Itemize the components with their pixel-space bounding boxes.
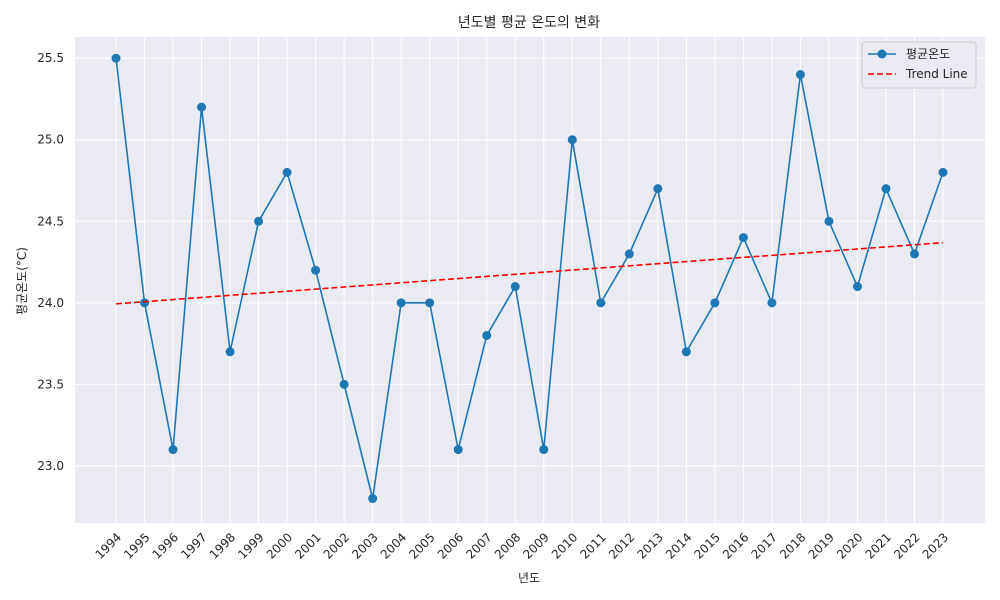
legend-label-series-1: 평균온도 bbox=[906, 47, 950, 61]
data-point bbox=[197, 102, 207, 112]
x-axis-label: 년도 bbox=[518, 571, 540, 585]
y-tick-labels: 23.0 23.5 24.0 24.5 25.0 25.5 bbox=[37, 51, 64, 473]
data-point bbox=[738, 233, 748, 243]
data-point bbox=[567, 135, 577, 145]
data-point bbox=[824, 216, 834, 226]
data-point bbox=[510, 282, 520, 292]
data-point bbox=[795, 70, 805, 80]
data-point bbox=[168, 445, 178, 455]
x-tick-label: 1999 bbox=[235, 530, 266, 561]
y-tick-label: 25.5 bbox=[37, 51, 64, 65]
data-point bbox=[767, 298, 777, 308]
x-tick-label: 1997 bbox=[178, 530, 209, 561]
x-tick-label: 2018 bbox=[777, 530, 808, 561]
data-point bbox=[482, 330, 492, 340]
x-tick-label: 2011 bbox=[577, 530, 608, 561]
series-line-1 bbox=[115, 58, 944, 499]
y-tick-label: 24.5 bbox=[37, 214, 64, 228]
x-tick-label: 2021 bbox=[863, 530, 894, 561]
legend: 평균온도 Trend Line bbox=[861, 41, 977, 89]
x-tick-label: 1995 bbox=[121, 530, 152, 561]
data-point bbox=[368, 494, 378, 504]
data-point bbox=[539, 445, 549, 455]
x-tick-label: 2009 bbox=[520, 530, 551, 561]
x-tick-label: 2002 bbox=[321, 530, 352, 561]
x-tick-label: 2004 bbox=[378, 530, 409, 561]
data-point bbox=[453, 445, 463, 455]
x-tick-label: 2003 bbox=[349, 530, 380, 561]
x-tick-label: 2006 bbox=[435, 530, 466, 561]
x-tick-label: 2023 bbox=[920, 530, 951, 561]
legend-label-series-2: Trend Line bbox=[905, 67, 968, 81]
data-point bbox=[396, 298, 406, 308]
x-tick-label: 2012 bbox=[606, 530, 637, 561]
x-tick-label: 2000 bbox=[264, 530, 295, 561]
data-point bbox=[938, 167, 948, 177]
data-point bbox=[653, 184, 663, 194]
data-point bbox=[909, 249, 919, 259]
data-point bbox=[225, 347, 235, 357]
x-tick-label: 2022 bbox=[891, 530, 922, 561]
x-tick-label: 2017 bbox=[749, 530, 780, 561]
x-tick-label: 2015 bbox=[691, 530, 722, 561]
x-tick-label: 2014 bbox=[663, 530, 694, 561]
y-tick-label: 23.5 bbox=[37, 377, 64, 391]
x-tick-label: 2020 bbox=[834, 530, 865, 561]
series-line-2 bbox=[115, 241, 944, 305]
data-point bbox=[425, 298, 435, 308]
legend-marker-series-1 bbox=[877, 49, 887, 59]
x-tick-label: 2013 bbox=[634, 530, 665, 561]
data-point bbox=[282, 167, 292, 177]
x-tick-label: 1996 bbox=[150, 530, 181, 561]
x-tick-label: 2007 bbox=[463, 530, 494, 561]
data-point bbox=[710, 298, 720, 308]
x-tick-label: 2010 bbox=[549, 530, 580, 561]
x-tick-label: 1998 bbox=[207, 530, 238, 561]
x-tick-label: 2019 bbox=[806, 530, 837, 561]
x-tick-label: 1994 bbox=[93, 530, 124, 561]
x-tick-label: 2005 bbox=[406, 530, 437, 561]
grid bbox=[75, 37, 985, 523]
data-point bbox=[111, 53, 121, 63]
y-tick-label: 25.0 bbox=[37, 133, 64, 147]
data-point bbox=[881, 184, 891, 194]
data-point bbox=[140, 298, 150, 308]
data-point bbox=[624, 249, 634, 259]
x-tick-label: 2001 bbox=[292, 530, 323, 561]
x-tick-label: 2008 bbox=[492, 530, 523, 561]
data-point bbox=[596, 298, 606, 308]
chart-title: 년도별 평균 온도의 변화 bbox=[458, 15, 600, 31]
y-tick-label: 24.0 bbox=[37, 296, 64, 310]
data-point bbox=[681, 347, 691, 357]
x-tick-label: 2016 bbox=[720, 530, 751, 561]
data-point bbox=[339, 379, 349, 389]
y-axis-label: 평균온도(°C) bbox=[15, 247, 29, 315]
data-point bbox=[852, 282, 862, 292]
series-layer bbox=[111, 53, 948, 504]
data-point bbox=[254, 216, 264, 226]
data-point bbox=[311, 265, 321, 275]
x-tick-labels: 1994199519961997199819992000200120022003… bbox=[93, 530, 951, 561]
y-tick-label: 23.0 bbox=[37, 459, 64, 473]
plot-background bbox=[75, 37, 985, 523]
